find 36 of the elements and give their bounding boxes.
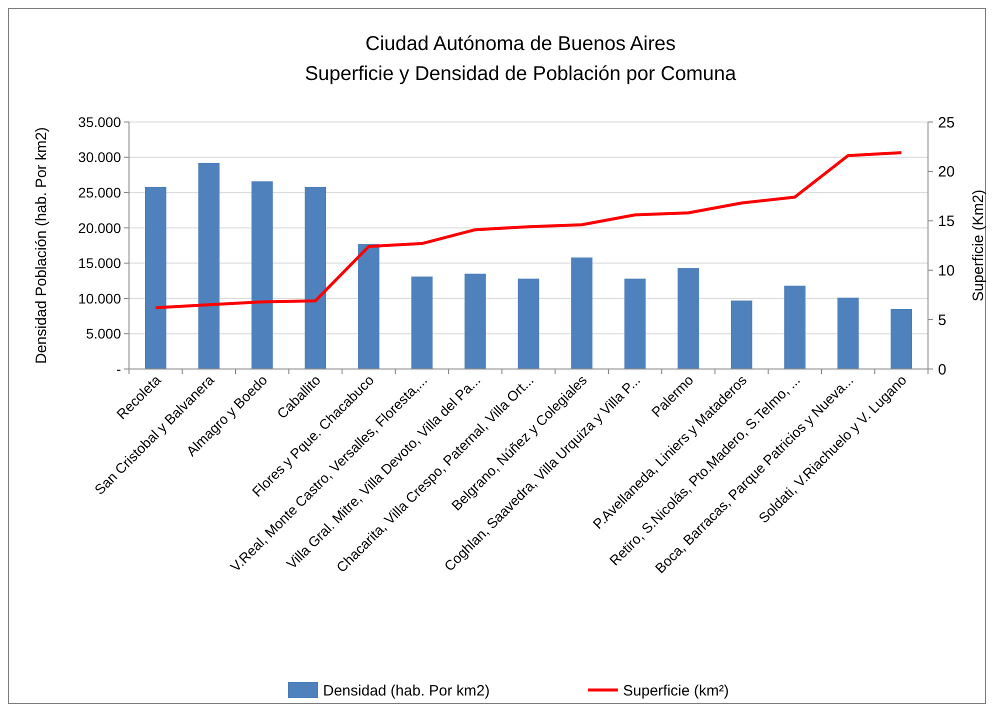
bar [571,257,592,369]
y-tick-label: 25.000 [78,184,122,200]
y2-tick-label: 0 [938,361,946,378]
y2-tick-label: 10 [938,262,955,280]
chart-subtitle: Superficie y Densidad de Población por Comuna [304,63,738,85]
bar [358,244,380,369]
legend-label: Superficie (km²) [623,682,729,700]
bar [890,309,912,369]
chart-title: Ciudad Autónoma de Buenos Aires [365,33,676,55]
y2-tick-label: 5 [938,312,946,329]
bar [304,186,326,369]
bar [730,300,752,369]
y2-tick-label: 25 [938,114,955,132]
bar [198,162,220,369]
line-series [154,151,903,310]
bar [837,298,859,369]
y-axis-title: Densidad Población (hab. Por km2) [33,127,50,364]
bar [144,186,166,369]
y2-tick-label: 20 [938,164,955,181]
y-tick-label: 35.000 [78,114,122,130]
y-tick-label: 5.000 [86,326,122,342]
y-tick-label: - [116,360,122,377]
y-tick-label: 15.000 [78,255,122,272]
y-tick-label: 30.000 [78,149,122,166]
bar [518,278,540,369]
y2-axis-title: Superficie (Km2) [970,190,987,302]
bar [678,268,699,369]
bar [252,181,273,369]
bar [624,278,646,369]
y-tick-label: 10.000 [78,290,122,306]
y-tick-label: 20.000 [78,220,122,236]
bar [411,276,433,369]
legend-label: Densidad (hab. Por km2) [323,682,490,700]
bar [784,286,806,369]
bar [464,274,486,369]
y2-tick-label: 15 [938,213,955,230]
